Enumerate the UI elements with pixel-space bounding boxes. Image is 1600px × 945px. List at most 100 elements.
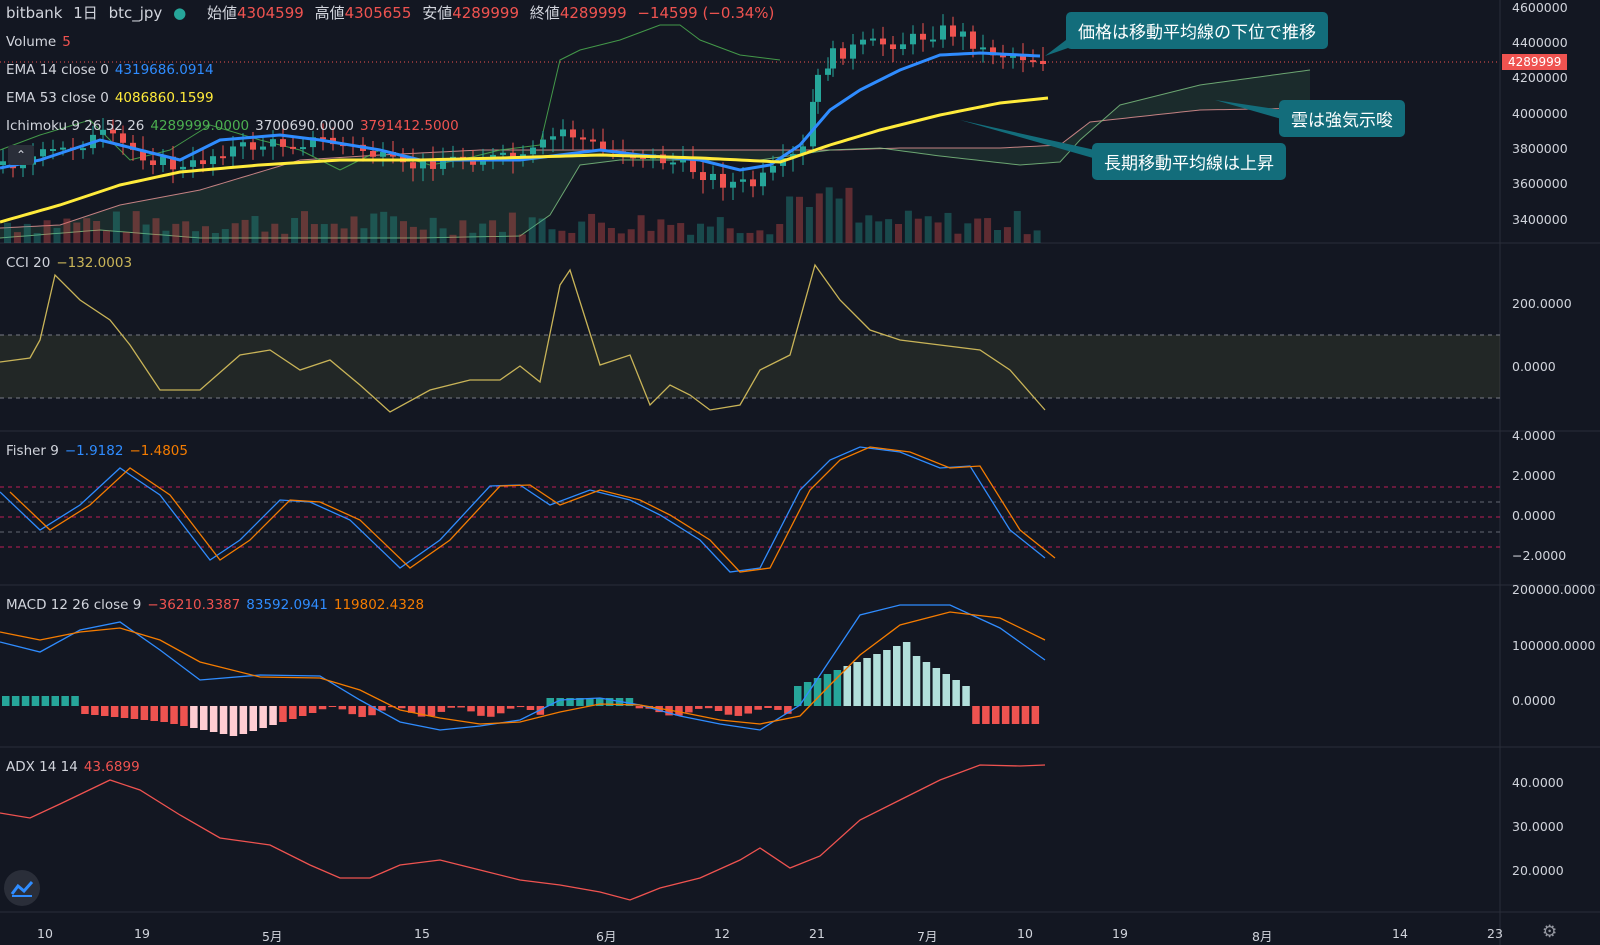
candle-body xyxy=(100,129,106,135)
macd-histogram-bar xyxy=(407,706,416,713)
macd-legend[interactable]: MACD 12 26 close 9 −36210.3387 83592.0941 1… xyxy=(6,597,430,613)
interval-label[interactable]: 1日 xyxy=(73,4,98,22)
volume-bar xyxy=(330,223,338,243)
collapse-legend-button[interactable]: ⌃ xyxy=(8,145,34,165)
macd-histogram-bar xyxy=(200,706,208,730)
volume-bar xyxy=(400,221,407,243)
candle-body xyxy=(770,165,776,173)
ema53-legend[interactable]: EMA 53 close 0 4086860.1599 xyxy=(6,90,220,106)
candle-body xyxy=(440,160,446,169)
volume-bar xyxy=(568,232,576,243)
ichimoku-span-a xyxy=(0,107,1311,229)
change-value: −14599 (−0.34%) xyxy=(637,4,775,22)
volume-bar xyxy=(895,223,902,243)
symbol-header[interactable]: bitbank 1日 btc_jpy ● 始値4304599 高値4305655… xyxy=(6,5,780,21)
volume-legend[interactable]: Volume 5 xyxy=(6,34,77,50)
volume-bar xyxy=(627,229,635,243)
macd-histogram-bar xyxy=(685,706,693,713)
macd-histogram-bar xyxy=(328,706,337,708)
volume-bar xyxy=(835,198,843,243)
volume-bar xyxy=(53,227,61,243)
macd-histogram-bar xyxy=(962,686,970,706)
volume-bar xyxy=(964,223,972,243)
candle-body xyxy=(120,133,126,143)
y-axis-label: 0.0000 xyxy=(1512,693,1556,708)
x-axis-label: 10 xyxy=(37,926,53,941)
macd-histogram-bar xyxy=(51,696,59,706)
volume-bar xyxy=(152,218,160,243)
macd-histogram-bar xyxy=(11,696,20,706)
volume-bar xyxy=(271,223,279,243)
volume-bar xyxy=(1003,227,1011,243)
x-axis-label: 10 xyxy=(1017,926,1033,941)
macd-histogram-bar xyxy=(744,706,752,714)
macd-histogram-bar xyxy=(932,668,941,706)
macd-name: MACD 12 26 close 9 xyxy=(6,597,142,613)
fisher-trigger-line xyxy=(9,446,1056,573)
macd-histogram-bar xyxy=(546,698,554,706)
macd-histogram-bar xyxy=(655,706,663,713)
candle-body xyxy=(920,33,926,40)
macd-histogram-bar xyxy=(625,698,634,706)
volume-bar xyxy=(528,217,536,243)
x-axis-label: 5月 xyxy=(262,929,283,944)
candle-body xyxy=(40,149,46,157)
volume-bar xyxy=(370,213,378,243)
candle-body xyxy=(240,142,246,147)
tradingview-logo[interactable] xyxy=(4,870,40,906)
x-axis-label: 23 xyxy=(1487,926,1503,941)
fisher-name: Fisher 9 xyxy=(6,443,59,459)
fisher-value-2: −1.4805 xyxy=(129,443,188,459)
macd-histogram-bar xyxy=(368,706,376,716)
callout-price-below-ma[interactable]: 価格は移動平均線の下位で推移 xyxy=(1066,12,1328,49)
macd-histogram-bar xyxy=(81,706,89,714)
candle-body xyxy=(420,159,426,169)
candle-body xyxy=(380,152,386,157)
x-axis-label: 14 xyxy=(1392,926,1408,941)
volume-bar xyxy=(409,226,417,243)
candle-body xyxy=(590,139,596,142)
macd-histogram-bar xyxy=(180,706,188,726)
ema14-value: 4319686.0914 xyxy=(114,62,214,78)
y-axis-label: 4600000 xyxy=(1512,0,1568,15)
callout-long-ma-rising[interactable]: 長期移動平均線は上昇 xyxy=(1092,143,1286,180)
ema14-legend[interactable]: EMA 14 close 0 4319686.0914 xyxy=(6,62,220,78)
candle-body xyxy=(910,33,916,45)
settings-gear-button[interactable]: ⚙ xyxy=(1542,922,1562,942)
candle-body xyxy=(200,160,206,165)
volume-bar xyxy=(974,218,982,243)
candle-body xyxy=(190,160,196,167)
candle-body xyxy=(540,139,546,148)
callout-cloud-bullish[interactable]: 雲は強気示唆 xyxy=(1279,100,1405,137)
cci-legend[interactable]: CCI 20 −132.0003 xyxy=(6,255,138,271)
macd-histogram-bar xyxy=(259,706,267,728)
adx-legend[interactable]: ADX 14 14 43.6899 xyxy=(6,759,146,775)
y-axis-label: 40.0000 xyxy=(1512,775,1564,790)
open-label: 始値 xyxy=(206,4,237,22)
x-axis-label: 21 xyxy=(809,926,825,941)
volume-bar xyxy=(944,212,952,243)
candle-body xyxy=(690,158,696,173)
volume-bar xyxy=(360,228,368,243)
volume-bar xyxy=(231,223,239,243)
macd-histogram-bar xyxy=(516,706,525,708)
volume-bar xyxy=(132,211,140,243)
macd-histogram-bar xyxy=(972,706,980,724)
macd-histogram-bar xyxy=(417,706,426,717)
fisher-legend[interactable]: Fisher 9 −1.9182 −1.4805 xyxy=(6,443,194,459)
candle-body xyxy=(110,129,116,134)
macd-histogram-bar xyxy=(952,680,960,706)
ichimoku-legend[interactable]: Ichimoku 9 26 52 26 4289999.0000 3700690.0… xyxy=(6,118,465,134)
volume-bar xyxy=(390,216,398,243)
candle-body xyxy=(970,31,976,49)
cci-value: −132.0003 xyxy=(56,255,133,271)
volume-bar xyxy=(340,228,348,243)
candle-body xyxy=(1010,55,1016,58)
candle-body xyxy=(250,142,256,150)
candle-body xyxy=(1000,55,1006,58)
macd-histogram-bar xyxy=(487,706,495,717)
candle-body xyxy=(560,129,566,137)
macd-value-3: 119802.4328 xyxy=(333,597,425,613)
macd-histogram-bar xyxy=(91,706,99,715)
